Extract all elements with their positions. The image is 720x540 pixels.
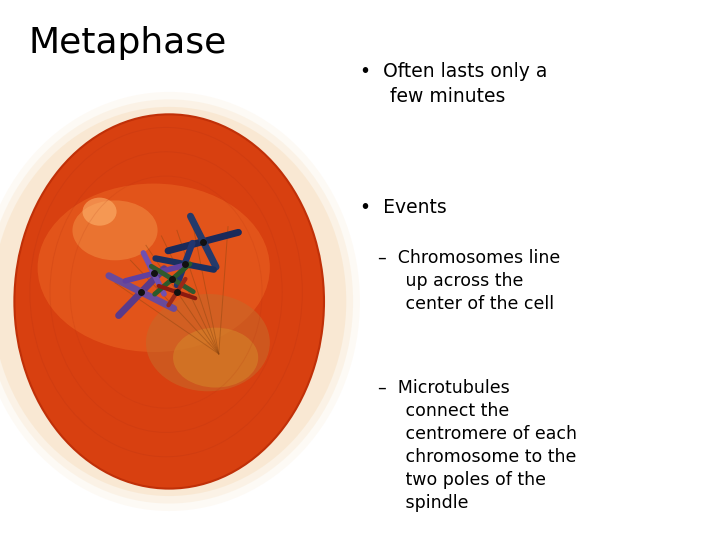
Ellipse shape xyxy=(0,107,346,496)
Ellipse shape xyxy=(0,92,360,511)
Ellipse shape xyxy=(173,328,258,388)
Ellipse shape xyxy=(0,99,353,503)
Ellipse shape xyxy=(83,198,117,226)
Ellipse shape xyxy=(73,200,158,260)
Text: –  Microtubules
     connect the
     centromere of each
     chromosome to the
: – Microtubules connect the centromere of… xyxy=(378,380,577,512)
Text: Metaphase: Metaphase xyxy=(29,26,227,60)
Text: •  Often lasts only a
     few minutes: • Often lasts only a few minutes xyxy=(360,63,547,106)
Ellipse shape xyxy=(14,114,324,489)
Ellipse shape xyxy=(37,184,270,352)
Ellipse shape xyxy=(146,294,270,392)
Text: •  Events: • Events xyxy=(360,198,446,217)
Text: –  Chromosomes line
     up across the
     center of the cell: – Chromosomes line up across the center … xyxy=(378,249,560,313)
